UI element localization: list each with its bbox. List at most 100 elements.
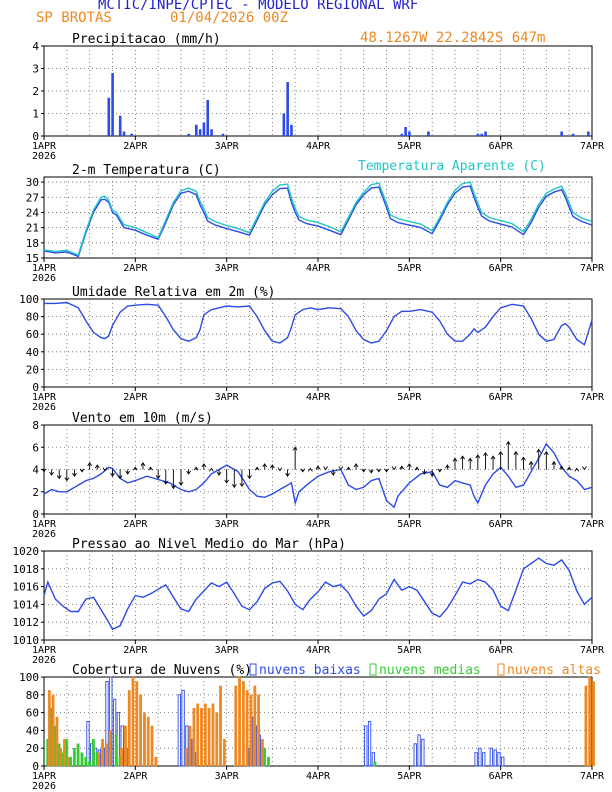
cloud-bar-nuvens-altas — [124, 725, 127, 767]
wind-vector-head — [110, 472, 115, 477]
clouds-ytick-label: 0 — [32, 760, 39, 773]
wind-vector-head — [79, 468, 85, 473]
wind-vector-head — [399, 465, 405, 470]
wind-vector-head — [422, 470, 427, 475]
wind-vector-head — [315, 465, 321, 470]
precip-xtick-label: 4APR — [306, 141, 331, 152]
cloud-legend-swatch — [497, 663, 505, 676]
cloud-bar-nuvens-baixas — [493, 749, 497, 767]
temp-title: 2-m Temperatura (C) — [72, 163, 221, 178]
cloud-bar-nuvens-medias — [267, 756, 270, 767]
wind-vector-head — [467, 457, 473, 462]
run-date-label: 01/04/2026 00Z — [170, 10, 289, 26]
wind-vector-head — [384, 468, 389, 473]
temp-ytick-label: 21 — [26, 222, 39, 235]
wind-vector-head — [231, 484, 237, 489]
wind-xtick-label: 2APR — [123, 519, 148, 530]
precip-bar — [400, 133, 404, 136]
wind-panel: 0 2 4 6 8 1APR 2APR 3APR 4APR 5APR 6APR 7APR 2026 Ven… — [32, 411, 605, 540]
cloud-bar-nuvens-baixas — [112, 698, 117, 767]
cloud-bar-nuvens-altas — [234, 685, 238, 767]
temp-legend-apparent: Temperatura Aparente (C) — [358, 159, 546, 174]
precip-bar — [198, 129, 202, 136]
cloud-bar-nuvens-baixas — [86, 721, 90, 767]
temp-ytick-label: 30 — [26, 176, 39, 189]
rh-xtick-label: 6APR — [489, 392, 514, 403]
pres-ytick-label: 1010 — [13, 634, 40, 647]
precip-bar — [210, 129, 213, 136]
cloud-legend-swatch — [249, 663, 257, 676]
wind-vector-head — [239, 482, 245, 487]
temp-series-line-1 — [43, 181, 593, 256]
cloud-bar-nuvens-altas — [261, 739, 264, 767]
cloud-bar-nuvens-altas — [222, 739, 226, 767]
precip-bar — [282, 113, 286, 136]
rh-ytick-label: 100 — [19, 293, 39, 306]
wind-xtick-label: 7APR — [580, 519, 605, 530]
cloud-bar-nuvens-altas — [188, 725, 192, 767]
cloud-bar-nuvens-medias — [91, 739, 95, 767]
cloud-bar-nuvens-altas — [104, 743, 108, 767]
wind-vector-head — [521, 456, 526, 461]
cloud-bar-nuvens-altas — [257, 694, 261, 767]
rh-panel: 0 20 40 60 80 100 1APR 2APR 3APR 4APR 5APR 6APR 7APR… — [19, 285, 605, 413]
precip-bar — [195, 124, 198, 136]
cloud-bar-nuvens-altas — [584, 685, 588, 767]
wind-vector-head — [353, 463, 359, 468]
cloud-bar-nuvens-altas — [143, 712, 146, 767]
cloud-bar-nuvens-altas — [192, 707, 196, 767]
pres-ytick-label: 1012 — [13, 616, 40, 629]
cloud-legend-swatch — [369, 663, 377, 676]
cloud-bar-nuvens-medias — [76, 743, 80, 767]
temp-ytick-label: 24 — [26, 206, 40, 219]
rh-xtick-label: 7APR — [580, 392, 605, 403]
wind-vector-head — [292, 446, 298, 451]
temp-series-line-0 — [43, 185, 593, 258]
cloud-bar-nuvens-altas — [588, 676, 592, 767]
clouds-ytick-label: 20 — [26, 742, 39, 755]
wind-vector-head — [429, 472, 435, 477]
temp-ytick-label: 15 — [26, 252, 39, 265]
cloud-bar-nuvens-baixas — [367, 721, 372, 767]
wind-vector-head — [543, 450, 549, 455]
wind-vector-head — [178, 481, 184, 486]
cloud-bar-nuvens-altas — [101, 739, 104, 767]
precip-bar — [484, 131, 487, 136]
temp-ytick-label: 27 — [26, 191, 39, 204]
wind-vector-head — [277, 467, 283, 472]
wind-vector-head — [102, 467, 108, 472]
cloud-bar-nuvens-baixas — [413, 743, 417, 767]
cloud-bar-nuvens-altas — [55, 716, 59, 767]
wind-xtick-label: 3APR — [215, 519, 240, 530]
cloud-bar-nuvens-altas — [139, 694, 143, 767]
cloud-bar-nuvens-baixas — [474, 752, 478, 767]
wind-vector-head — [72, 472, 77, 477]
cloud-bar-nuvens-altas — [146, 716, 150, 767]
temp-xtick-label: 7APR — [580, 263, 605, 274]
wind-vector-head — [475, 454, 481, 459]
clouds-xtick-label: 6APR — [489, 771, 514, 782]
clouds-xtick-label: 5APR — [397, 771, 422, 782]
location-label: SP BROTAS — [36, 10, 112, 26]
wind-ytick-label: 8 — [32, 419, 39, 432]
cloud-bar-nuvens-altas — [47, 690, 51, 767]
wind-vector-head — [64, 477, 70, 482]
cloud-bar-nuvens-baixas — [177, 694, 181, 767]
precip-bar — [290, 124, 293, 136]
precip-ytick-label: 1 — [32, 108, 39, 121]
cloud-bar-nuvens-altas — [238, 676, 241, 767]
wind-vector-head — [338, 466, 344, 471]
precip-bar — [480, 133, 484, 136]
precip-ytick-label: 2 — [32, 85, 39, 98]
cloud-bar-nuvens-altas — [184, 748, 188, 767]
cloud-legend-label: nuvens medias — [379, 663, 481, 678]
wind-vector-head — [224, 479, 230, 484]
wind-vector-head — [460, 455, 465, 460]
wind-vector-head — [140, 462, 146, 467]
wind-vector-head — [209, 467, 214, 472]
cloud-bar-nuvens-altas — [131, 676, 135, 767]
cloud-bar-nuvens-medias — [80, 752, 84, 767]
rh-ytick-label: 80 — [26, 311, 39, 324]
wind-vector-head — [285, 472, 290, 477]
wind-vector-head — [94, 464, 100, 469]
